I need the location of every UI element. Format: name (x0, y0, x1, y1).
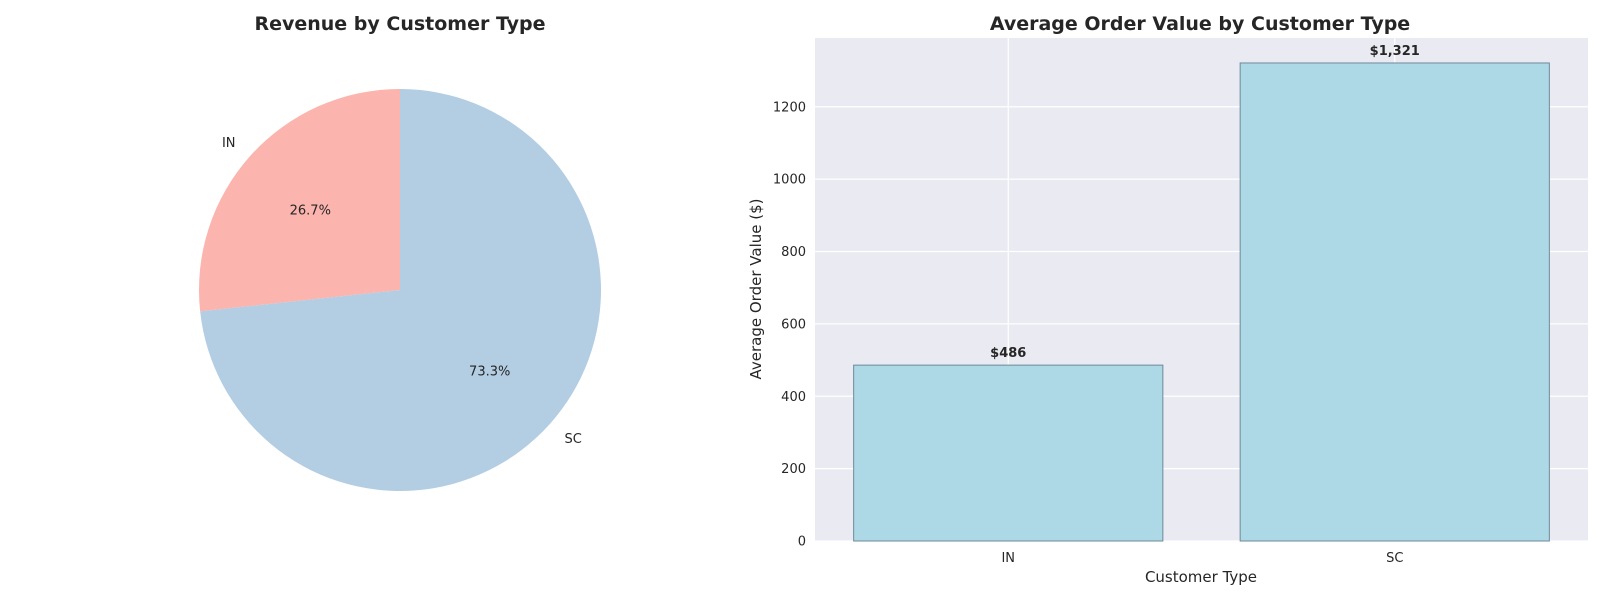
y-tick-label: 1000 (773, 173, 806, 188)
y-tick-label: 1200 (773, 100, 806, 115)
x-tick-label-sc: SC (1386, 551, 1403, 566)
y-tick-label: 200 (781, 462, 806, 477)
bar-in (853, 364, 1164, 542)
x-tick-labels: IN SC (1001, 551, 1403, 566)
pie-slice-in (199, 89, 400, 312)
pie-labels: IN 26.7% SC 73.3% (222, 136, 582, 447)
bar-sc (1239, 62, 1550, 542)
bar-value-labels: $486 $1,321 (990, 44, 1420, 361)
bar-chart: Average Order Value by Customer Type $48… (747, 13, 1588, 586)
y-tick-label: 0 (798, 535, 806, 550)
pie-slice-sc (200, 89, 601, 492)
pie-chart: Revenue by Customer Type IN 26.7% SC 73.3% (199, 13, 601, 492)
y-tick-label: 400 (781, 390, 806, 405)
x-tick-label-in: IN (1001, 551, 1015, 566)
bar-value-label-in: $486 (990, 346, 1026, 361)
pie-category-label-sc: SC (564, 432, 581, 447)
bar-chart-title: Average Order Value by Customer Type (990, 13, 1410, 35)
pie-percent-label-sc: 73.3% (469, 365, 510, 380)
x-axis-label: Customer Type (1145, 568, 1257, 586)
pie-category-label-in: IN (222, 136, 236, 151)
y-tick-label: 800 (781, 245, 806, 260)
y-tick-label: 600 (781, 317, 806, 332)
bars (853, 62, 1550, 542)
pie-chart-title: Revenue by Customer Type (254, 13, 545, 35)
y-tick-labels: 0 200 400 600 800 1000 1200 (773, 100, 806, 549)
pie-slices (199, 89, 601, 492)
bar-value-label-sc: $1,321 (1370, 44, 1420, 59)
pie-percent-label-in: 26.7% (290, 203, 331, 218)
y-axis-label: Average Order Value ($) (747, 199, 765, 380)
